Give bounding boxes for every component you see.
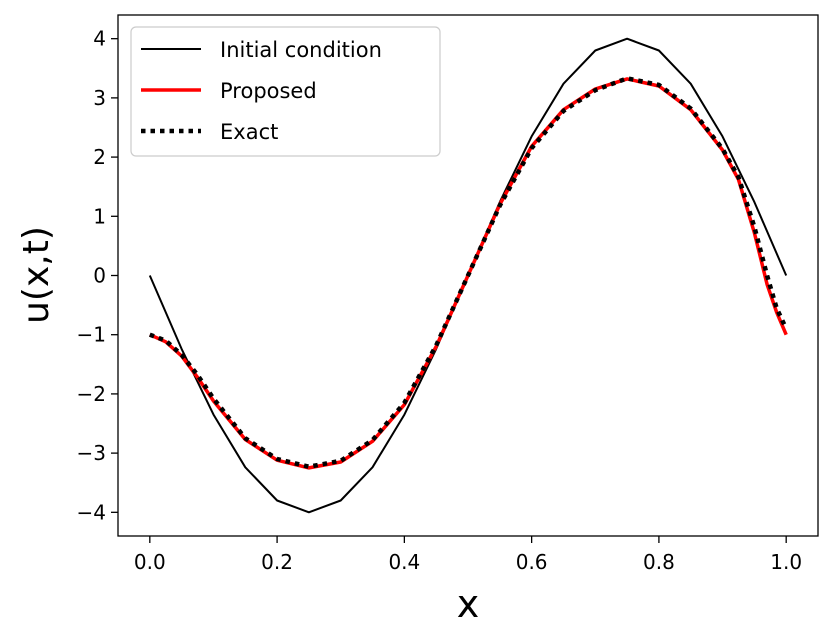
x-tick-label: 0.4 — [388, 550, 420, 574]
axis-ticks: 0.0 0.2 0.4 0.6 0.8 1.0 −4 −3 −2 −1 0 1 2 3 4 — [77, 27, 803, 574]
x-tick-label: 0.6 — [516, 550, 548, 574]
x-tick-label: 0.0 — [134, 550, 166, 574]
x-axis-label: x — [457, 582, 480, 626]
x-tick-label: 0.2 — [261, 550, 293, 574]
axes-frame — [117, 14, 819, 537]
y-tick-label: −2 — [77, 382, 106, 406]
legend-label-3: Exact — [220, 120, 278, 144]
y-tick-label: 3 — [93, 86, 106, 110]
x-tick-label: 1.0 — [770, 550, 802, 574]
plot-area — [148, 37, 789, 514]
y-tick-label: −4 — [77, 500, 106, 524]
series-line-3 — [149, 76, 789, 469]
y-tick-label: 0 — [93, 264, 106, 288]
y-tick-label: −3 — [77, 441, 106, 465]
legend-label-2: Proposed — [220, 79, 317, 103]
x-tick-label: 0.8 — [643, 550, 675, 574]
y-tick-label: 1 — [93, 204, 106, 228]
legend: Initial condition Proposed Exact — [130, 26, 441, 157]
y-tick-label: −1 — [77, 323, 106, 347]
y-tick-label: 2 — [93, 145, 106, 169]
y-tick-label: 4 — [93, 27, 106, 51]
legend-label-1: Initial condition — [220, 38, 382, 62]
legend-box — [130, 26, 441, 157]
y-axis-label: u(x,t) — [16, 226, 57, 324]
